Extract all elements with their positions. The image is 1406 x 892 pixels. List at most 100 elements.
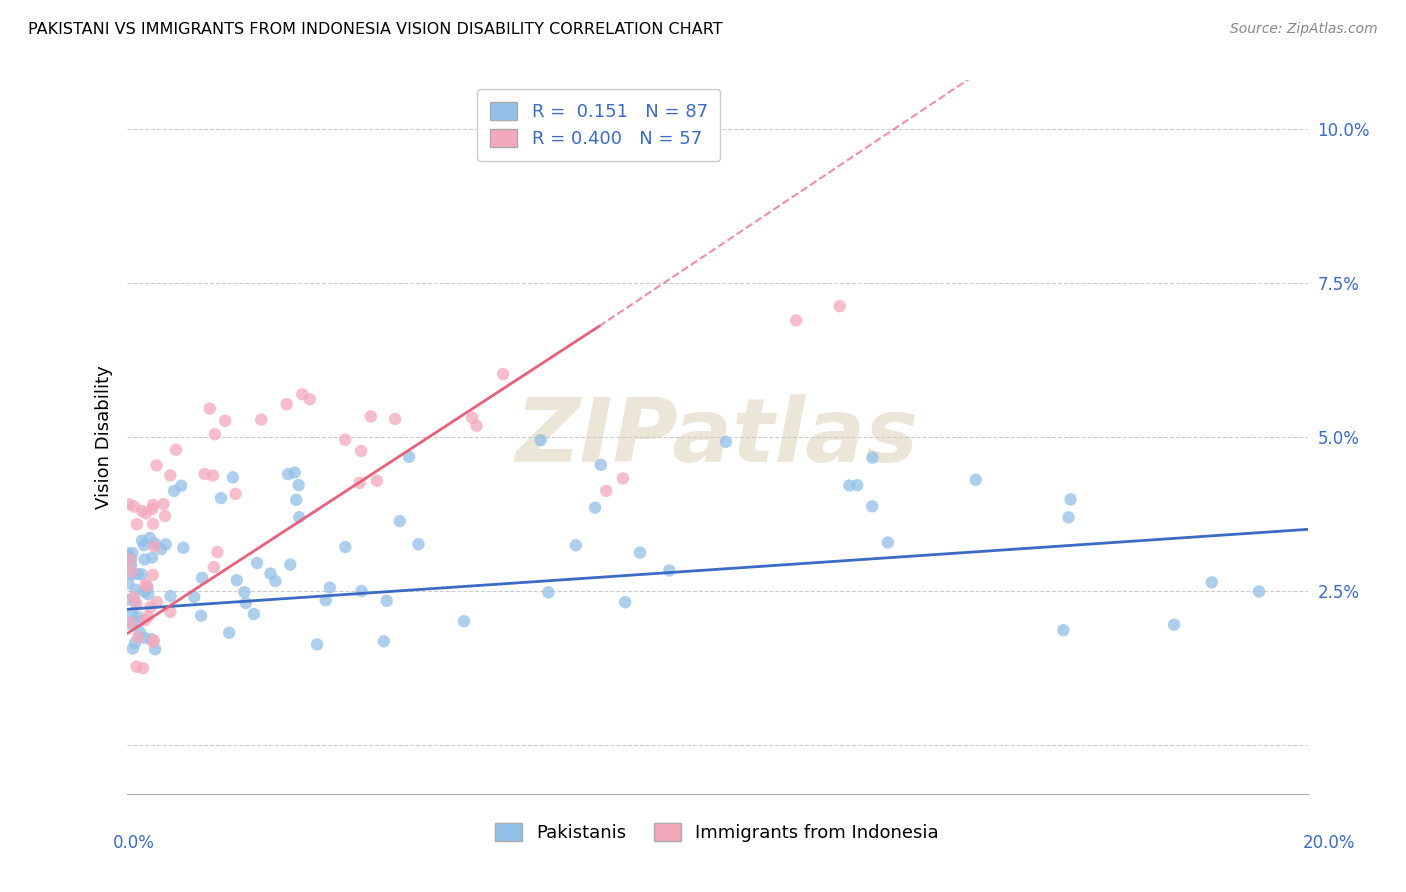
Point [132, 661, 155, 675]
Point [124, 582, 146, 597]
Point [846, 478, 869, 492]
Point [141, 501, 163, 516]
Point [136, 587, 159, 601]
Point [714, 434, 737, 449]
Point [118, 497, 141, 511]
Point [1052, 623, 1074, 637]
Point [284, 466, 307, 480]
Point [243, 607, 266, 621]
Point [159, 605, 181, 619]
Point [785, 313, 807, 327]
Point [163, 483, 186, 498]
Point [537, 585, 560, 599]
Point [583, 500, 606, 515]
Point [335, 433, 357, 447]
Point [965, 473, 987, 487]
Point [115, 592, 138, 607]
Point [127, 609, 149, 624]
Point [122, 590, 145, 604]
Point [305, 637, 328, 651]
Point [209, 491, 232, 505]
Point [120, 558, 142, 572]
Point [121, 567, 143, 582]
Point [828, 299, 851, 313]
Point [658, 564, 681, 578]
Point [218, 625, 240, 640]
Point [142, 633, 165, 648]
Point [136, 581, 159, 595]
Point [155, 537, 177, 551]
Point [183, 590, 205, 604]
Point [277, 467, 299, 481]
Point [225, 487, 247, 501]
Text: 20.0%: 20.0% [1302, 834, 1355, 852]
Point [408, 537, 430, 551]
Point [278, 558, 301, 572]
Point [121, 641, 143, 656]
Point [121, 565, 143, 579]
Point [136, 609, 159, 624]
Point [117, 576, 139, 591]
Point [150, 542, 173, 557]
Point [529, 433, 551, 447]
Point [134, 552, 156, 566]
Point [127, 566, 149, 581]
Point [628, 545, 651, 559]
Point [315, 593, 337, 607]
Legend: Pakistanis, Immigrants from Indonesia: Pakistanis, Immigrants from Indonesia [488, 815, 946, 849]
Text: 0.0%: 0.0% [112, 834, 155, 852]
Point [862, 450, 884, 465]
Point [143, 642, 166, 657]
Point [136, 579, 159, 593]
Point [612, 471, 634, 485]
Point [288, 510, 311, 524]
Point [285, 492, 308, 507]
Point [121, 607, 143, 621]
Point [838, 478, 860, 492]
Point [142, 568, 165, 582]
Y-axis label: Vision Disability: Vision Disability [94, 365, 112, 509]
Point [225, 574, 247, 588]
Point [335, 540, 357, 554]
Point [146, 595, 169, 609]
Point [201, 468, 224, 483]
Point [159, 589, 181, 603]
Point [259, 566, 281, 581]
Point [134, 613, 156, 627]
Text: PAKISTANI VS IMMIGRANTS FROM INDONESIA VISION DISABILITY CORRELATION CHART: PAKISTANI VS IMMIGRANTS FROM INDONESIA V… [28, 22, 723, 37]
Point [461, 410, 484, 425]
Point [128, 615, 150, 629]
Point [233, 585, 256, 599]
Point [250, 412, 273, 426]
Point [1249, 584, 1271, 599]
Point [134, 631, 156, 645]
Point [142, 498, 165, 512]
Point [125, 598, 148, 612]
Point [131, 567, 153, 582]
Point [291, 387, 314, 401]
Point [349, 475, 371, 490]
Point [589, 458, 612, 472]
Point [131, 533, 153, 548]
Point [614, 595, 637, 609]
Point [120, 615, 142, 630]
Point [222, 470, 245, 484]
Point [118, 552, 141, 566]
Point [152, 497, 174, 511]
Point [141, 550, 163, 565]
Point [172, 541, 194, 555]
Point [453, 614, 475, 628]
Point [1201, 575, 1223, 590]
Point [1057, 510, 1080, 524]
Point [131, 504, 153, 518]
Point [465, 418, 488, 433]
Point [134, 584, 156, 599]
Point [298, 392, 321, 407]
Point [129, 625, 152, 640]
Point [124, 595, 146, 609]
Point [121, 546, 143, 560]
Point [139, 600, 162, 615]
Point [565, 538, 588, 552]
Point [1163, 617, 1185, 632]
Point [375, 594, 398, 608]
